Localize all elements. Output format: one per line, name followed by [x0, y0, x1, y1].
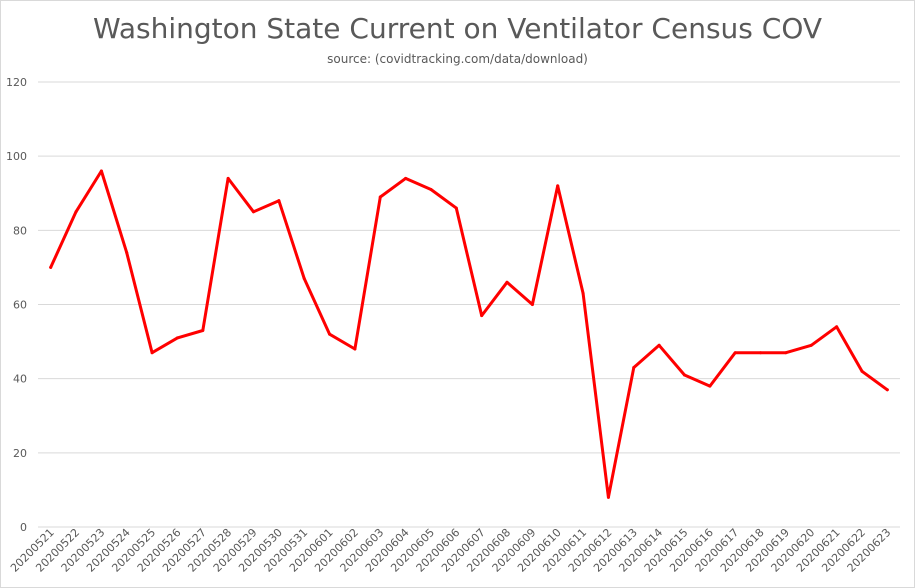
data-point: [353, 347, 357, 351]
data-point: [759, 351, 763, 355]
y-tick-label: 100: [6, 150, 27, 163]
data-point: [683, 373, 686, 377]
y-tick-label: 80: [13, 224, 27, 237]
data-point: [125, 251, 129, 255]
data-point: [556, 184, 560, 188]
y-tick-label: 120: [6, 76, 27, 89]
data-point: [632, 366, 636, 370]
data-point: [708, 384, 712, 388]
data-point: [277, 199, 281, 203]
series-line: [49, 169, 889, 499]
data-point: [429, 188, 433, 192]
data-point: [74, 210, 78, 214]
data-point: [99, 169, 103, 173]
data-point: [404, 176, 408, 180]
y-tick-label: 60: [13, 299, 27, 312]
data-point: [581, 291, 585, 295]
data-point: [454, 206, 458, 210]
data-point: [201, 328, 205, 332]
data-point: [657, 343, 661, 347]
series-lines: [49, 169, 889, 499]
data-point: [860, 369, 864, 373]
data-point: [480, 314, 484, 318]
x-axis-ticks: 2020052120200522202005232020052420200525…: [8, 526, 893, 575]
chart-subtitle: source: (covidtracking.com/data/download…: [327, 52, 588, 66]
y-tick-label: 20: [13, 447, 27, 460]
data-point: [733, 351, 737, 355]
data-point: [505, 280, 509, 284]
data-point: [175, 336, 179, 340]
data-point: [606, 495, 610, 499]
gridlines: [38, 81, 900, 528]
data-point: [328, 332, 332, 336]
y-axis-ticks: 0 20 40 60 80 100 120: [6, 76, 27, 534]
data-point: [150, 351, 154, 355]
data-point: [835, 325, 839, 329]
data-point: [226, 176, 230, 180]
chart-title: Washington State Current on Ventilator C…: [92, 12, 823, 45]
data-point: [530, 303, 534, 306]
data-point: [885, 388, 889, 392]
data-point: [49, 265, 53, 269]
y-tick-label: 40: [13, 373, 27, 386]
data-point: [784, 351, 788, 355]
data-point: [809, 343, 813, 347]
data-point: [302, 277, 306, 281]
data-point: [378, 195, 382, 199]
y-tick-label: 0: [20, 521, 27, 534]
data-point: [252, 210, 255, 214]
